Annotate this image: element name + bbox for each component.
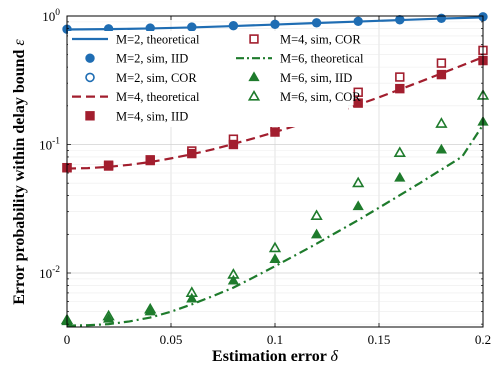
y-axis-label: Error probability within delay bound ε (11, 39, 28, 305)
legend: M=2, theoretical M=2, sim, IID M=2, sim, C… (68, 31, 364, 127)
legend-label: M=6, theoretical (280, 52, 364, 66)
data-point (228, 21, 239, 31)
y-tick-base: 10 (39, 138, 52, 153)
data-point (436, 69, 447, 80)
legend-marker (85, 111, 95, 121)
x-axis-label-text: Estimation error (212, 348, 327, 365)
data-point (435, 117, 448, 128)
data-point (144, 302, 157, 314)
data-point (102, 309, 115, 321)
legend-label: M=4, sim, IID (116, 109, 188, 123)
legend-entry: M=4, sim, IID (85, 109, 188, 123)
legend-marker (248, 71, 260, 82)
y-tick-exponent: -1 (52, 137, 60, 147)
data-point (393, 146, 406, 157)
x-axis-label-symbol: δ (331, 348, 339, 365)
legend-marker (85, 53, 95, 63)
data-point (352, 176, 365, 188)
legend-label: M=6, sim, COR (280, 90, 361, 104)
legend-box (68, 31, 348, 127)
data-point (270, 127, 280, 137)
x-axis-label: Estimation error δ (212, 348, 339, 365)
data-point (394, 171, 406, 182)
data-point (228, 139, 239, 150)
legend-entry: M=6, sim, COR (247, 89, 361, 104)
y-axis-label-symbol: ε (11, 39, 28, 46)
legend-entry: M=2, sim, COR (85, 71, 197, 85)
y-tick-base: 10 (42, 9, 55, 24)
y-tick-base: 10 (39, 266, 52, 281)
y-axis-label-text: Error probability within delay bound (11, 49, 28, 304)
x-tick-label: 0.05 (160, 332, 183, 347)
y-tick-exponent: -2 (52, 265, 60, 275)
y-tick-label: 100 (42, 8, 60, 24)
data-point (311, 18, 322, 28)
data-point (395, 83, 405, 94)
x-tick-label: 0.1 (267, 332, 283, 347)
data-point (353, 16, 363, 26)
legend-entry: M=6, sim, IID (248, 71, 352, 85)
legend-label: M=2, sim, IID (116, 52, 188, 66)
data-point (395, 15, 405, 25)
data-point (187, 22, 197, 32)
legend-entry: M=4, theoretical (72, 90, 200, 104)
legend-label: M=2, sim, COR (116, 71, 197, 85)
data-point (353, 87, 363, 97)
x-tick-label: 0.2 (475, 332, 491, 347)
data-point (310, 228, 323, 239)
data-point (187, 148, 197, 159)
data-point (228, 134, 239, 144)
legend-entry: M=6, theoretical (236, 52, 364, 66)
series-m-2-sim-iid (62, 12, 488, 34)
data-point (352, 200, 364, 211)
legend-label: M=4, sim, COR (280, 33, 361, 47)
data-point (145, 155, 155, 165)
data-point (103, 160, 114, 170)
data-point (310, 209, 323, 220)
data-point (227, 268, 240, 279)
legend-marker (247, 89, 261, 101)
data-point (436, 58, 447, 68)
data-point (186, 292, 198, 303)
data-point (435, 143, 448, 154)
legend-marker (249, 34, 259, 44)
x-tick-label: 0 (64, 332, 71, 347)
data-point (395, 72, 405, 82)
legend-marker (85, 72, 95, 83)
data-point (268, 241, 282, 253)
legend-entry: M=2, sim, IID (85, 52, 188, 66)
data-point (436, 13, 447, 23)
legend-label: M=4, theoretical (116, 90, 200, 104)
legend-label: M=2, theoretical (116, 33, 200, 47)
y-tick-exponent: 0 (55, 8, 60, 18)
y-tick-label: 10-2 (39, 265, 60, 281)
legend-entry: M=4, sim, COR (249, 33, 361, 47)
data-point (269, 253, 281, 263)
data-point (187, 146, 197, 156)
data-point (270, 19, 280, 29)
data-point (227, 274, 240, 285)
y-tick-label: 10-1 (39, 137, 60, 153)
data-point (185, 286, 198, 297)
legend-entry: M=2, theoretical (72, 33, 200, 47)
data-point (353, 98, 363, 108)
legend-label: M=6, sim, IID (280, 71, 352, 85)
x-tick-label: 0.15 (368, 332, 391, 347)
